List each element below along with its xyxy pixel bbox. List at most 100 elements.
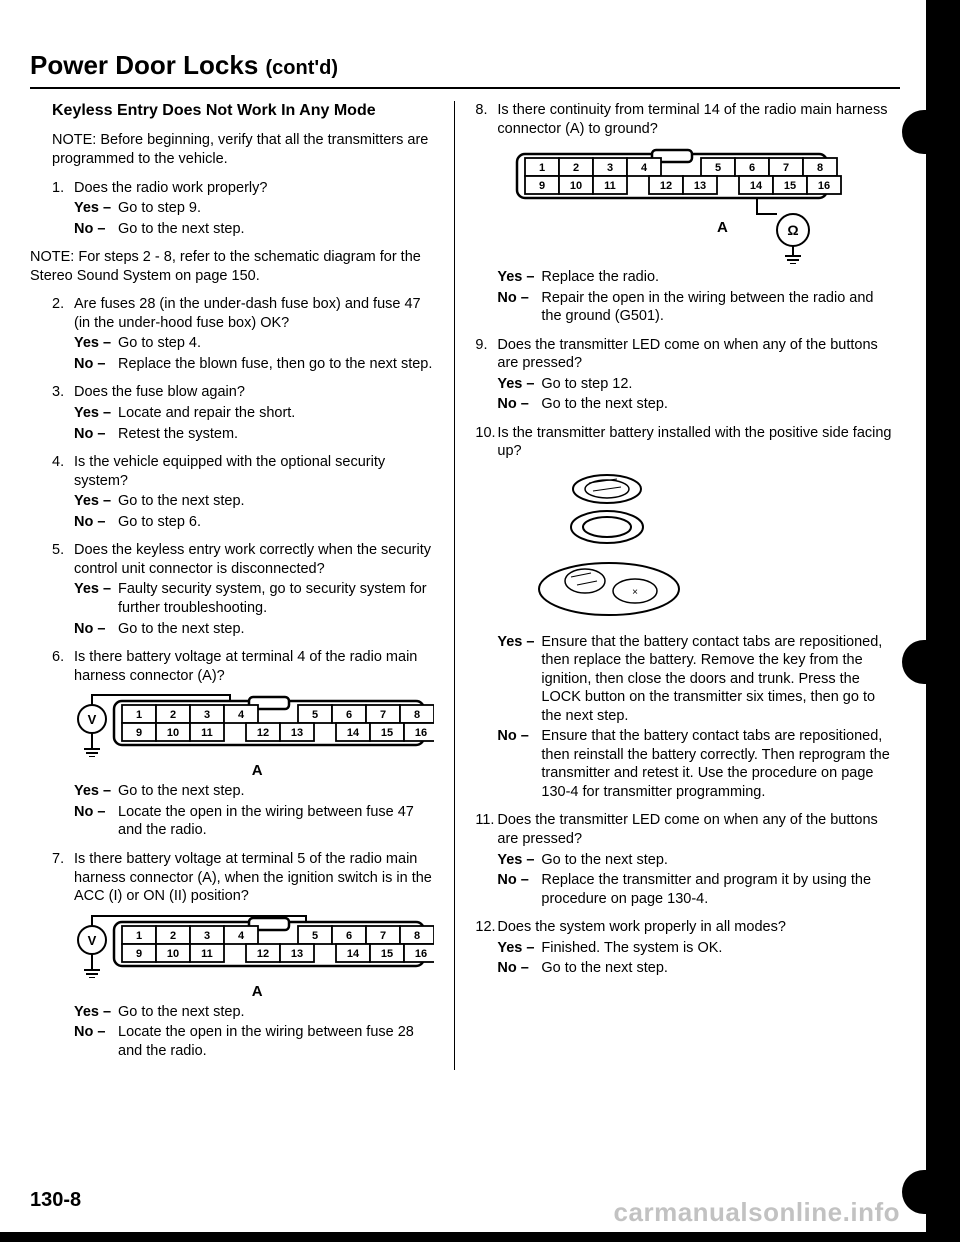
step-7: 7. Is there battery voltage at terminal …	[52, 850, 440, 1060]
no-text: Go to the next step.	[118, 220, 440, 239]
svg-text:12: 12	[257, 948, 269, 960]
svg-text:14: 14	[347, 948, 360, 960]
step-8: 8. Is there continuity from terminal 14 …	[475, 101, 894, 326]
no-text: Go to the next step.	[541, 959, 894, 978]
no-label: No –	[74, 513, 118, 532]
step-3: 3. Does the fuse blow again? Yes –Locate…	[52, 383, 440, 443]
no-text: Locate the open in the wiring between fu…	[118, 803, 440, 840]
no-text: Go to the next step.	[541, 395, 894, 414]
svg-text:×: ×	[632, 587, 638, 598]
title-rule	[30, 87, 900, 89]
svg-text:13: 13	[291, 948, 303, 960]
step-2: 2. Are fuses 28 (in the under-dash fuse …	[52, 295, 440, 373]
watermark: carmanualsonline.info	[614, 1197, 900, 1228]
no-text: Replace the transmitter and program it b…	[541, 871, 894, 908]
yes-label: Yes –	[74, 580, 118, 617]
title-main: Power Door Locks	[30, 50, 266, 80]
svg-text:14: 14	[347, 727, 360, 739]
no-label: No –	[74, 220, 118, 239]
yes-text: Faulty security system, go to security s…	[118, 580, 440, 617]
no-label: No –	[74, 620, 118, 639]
yes-text: Go to the next step.	[118, 492, 440, 511]
no-label: No –	[74, 803, 118, 840]
yes-text: Replace the radio.	[541, 268, 894, 287]
section-subhead: Keyless Entry Does Not Work In Any Mode	[52, 101, 440, 121]
page-number: 130-8	[30, 1189, 81, 1212]
svg-text:7: 7	[380, 709, 386, 721]
yes-text: Go to step 9.	[118, 199, 440, 218]
svg-text:9: 9	[136, 948, 142, 960]
svg-text:6: 6	[346, 709, 352, 721]
step-num: 10.	[475, 424, 495, 443]
step-num: 6.	[52, 648, 64, 667]
no-text: Go to the next step.	[118, 620, 440, 639]
yes-text: Go to step 4.	[118, 334, 440, 353]
yes-label: Yes –	[497, 268, 541, 287]
step-9: 9. Does the transmitter LED come on when…	[475, 336, 894, 414]
yes-label: Yes –	[74, 1003, 118, 1022]
svg-text:9: 9	[136, 727, 142, 739]
step-question: Does the transmitter LED come on when an…	[497, 337, 877, 372]
svg-text:16: 16	[415, 948, 427, 960]
step-10: 10. Is the transmitter battery installed…	[475, 424, 894, 802]
svg-text:11: 11	[201, 727, 213, 739]
svg-text:15: 15	[381, 727, 393, 739]
svg-text:11: 11	[605, 180, 617, 192]
svg-text:10: 10	[167, 727, 179, 739]
svg-text:V: V	[88, 933, 97, 948]
yes-label: Yes –	[74, 199, 118, 218]
no-label: No –	[497, 959, 541, 978]
svg-text:10: 10	[570, 180, 582, 192]
no-label: No –	[74, 1023, 118, 1060]
step-question: Does the radio work properly?	[74, 180, 267, 196]
yes-label: Yes –	[74, 334, 118, 353]
step-num: 5.	[52, 541, 64, 560]
right-column: 8. Is there continuity from terminal 14 …	[475, 101, 900, 1070]
no-label: No –	[74, 355, 118, 374]
svg-text:5: 5	[312, 930, 318, 942]
note-text: NOTE: Before beginning, verify that all …	[52, 131, 440, 168]
svg-text:A: A	[717, 219, 728, 236]
no-text: Ensure that the battery contact tabs are…	[541, 727, 894, 801]
svg-text:3: 3	[607, 162, 613, 174]
step-question: Does the fuse blow again?	[74, 384, 245, 400]
no-label: No –	[497, 289, 541, 326]
step-num: 3.	[52, 383, 64, 402]
svg-text:6: 6	[346, 930, 352, 942]
step-question: Are fuses 28 (in the under-dash fuse box…	[74, 296, 421, 331]
svg-text:4: 4	[238, 930, 245, 942]
step-num: 11.	[475, 811, 494, 830]
svg-text:15: 15	[381, 948, 393, 960]
svg-text:12: 12	[660, 180, 672, 192]
svg-text:1: 1	[136, 930, 142, 942]
connector-diagram-a1: V 1234567891011121314	[74, 691, 440, 757]
svg-text:15: 15	[784, 180, 796, 192]
svg-text:13: 13	[694, 180, 706, 192]
yes-label: Yes –	[497, 851, 541, 870]
svg-text:7: 7	[380, 930, 386, 942]
yes-text: Locate and repair the short.	[118, 404, 440, 423]
binder-tab	[902, 110, 960, 154]
step-num: 2.	[52, 295, 64, 314]
svg-text:8: 8	[414, 709, 420, 721]
yes-label: Yes –	[497, 633, 541, 726]
svg-text:6: 6	[749, 162, 755, 174]
yes-text: Finished. The system is OK.	[541, 939, 894, 958]
svg-text:2: 2	[573, 162, 579, 174]
step-question: Does the transmitter LED come on when an…	[497, 812, 877, 847]
step-question: Does the keyless entry work correctly wh…	[74, 542, 431, 577]
svg-text:2: 2	[170, 709, 176, 721]
no-text: Replace the blown fuse, then go to the n…	[118, 355, 440, 374]
no-label: No –	[74, 425, 118, 444]
no-text: Retest the system.	[118, 425, 440, 444]
yes-label: Yes –	[74, 492, 118, 511]
step-6: 6. Is there battery voltage at terminal …	[52, 648, 440, 840]
yes-text: Ensure that the battery contact tabs are…	[541, 633, 894, 726]
yes-label: Yes –	[497, 375, 541, 394]
svg-text:1: 1	[136, 709, 142, 721]
step-num: 12.	[475, 918, 495, 937]
no-label: No –	[497, 395, 541, 414]
no-label: No –	[497, 871, 541, 908]
svg-text:10: 10	[167, 948, 179, 960]
step-num: 1.	[52, 179, 64, 198]
